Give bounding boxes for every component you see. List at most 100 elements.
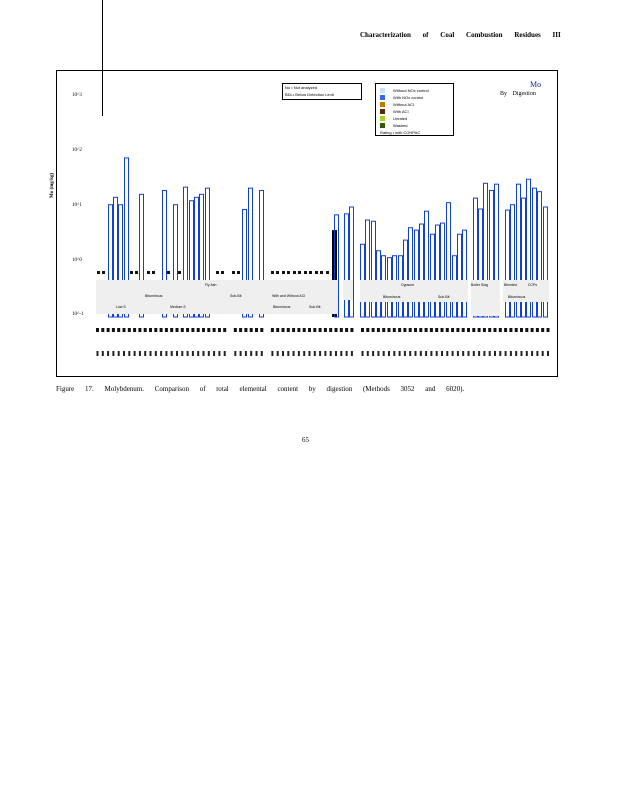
sample-label-mark [218, 351, 221, 356]
sample-label-mark [461, 328, 465, 332]
legend-item: With NOx control [380, 94, 453, 101]
sample-label-mark [350, 351, 353, 356]
sample-label-mark [488, 328, 492, 332]
sample-label-mark [440, 328, 444, 332]
non-detect-marker [97, 271, 100, 274]
bar [489, 189, 494, 318]
sample-label-mark [175, 328, 179, 332]
sample-label-mark [388, 351, 390, 356]
legend-label: Rating • with COHPAC [380, 130, 421, 135]
sample-label-mark [176, 351, 178, 356]
sample-label-mark [541, 328, 545, 332]
sample-label-mark [520, 328, 523, 332]
sample-label-mark [446, 351, 449, 356]
sample-label-mark [212, 328, 216, 332]
legend-label: Without ACI [393, 102, 415, 107]
sample-label-mark [308, 328, 311, 332]
sample-label-mark [445, 328, 449, 332]
sample-label-mark [547, 351, 549, 356]
non-detect-marker [304, 271, 307, 274]
sample-label-mark [207, 328, 211, 332]
sample-label-mark [435, 351, 438, 356]
legend: Without NOx control With NOx control Witho… [375, 83, 454, 136]
sample-label-mark [276, 328, 280, 332]
sample-label-mark [525, 328, 529, 332]
sample-label-mark [377, 351, 380, 356]
sample-label-mark [371, 328, 375, 332]
sample-label-mark [392, 328, 396, 332]
sample-label-mark [244, 351, 247, 356]
bar [403, 239, 408, 318]
running-header: Characterization of Coal Combustion Resi… [360, 31, 561, 39]
non-detect-marker [287, 271, 290, 274]
non-detect-marker [293, 271, 296, 274]
sample-label-mark [249, 328, 253, 332]
sample-label-mark [107, 351, 110, 356]
sample-label-mark [361, 328, 364, 332]
sample-label-mark [160, 351, 163, 356]
non-detect-marker [320, 271, 323, 274]
bar [483, 182, 488, 318]
sample-label-mark [286, 328, 290, 332]
sample-label-mark [117, 328, 121, 332]
sample-label-mark [159, 328, 163, 332]
y-axis-label: Mo (mg/kg) [50, 172, 55, 198]
sample-label-mark [308, 351, 311, 356]
sample-label-mark [297, 328, 301, 332]
bar [424, 210, 429, 318]
sample-label-mark [271, 351, 274, 356]
legend-notes: No • Not analyzed BDL• Below Detection L… [282, 83, 362, 100]
sample-label-mark [509, 328, 513, 332]
bar [532, 187, 537, 318]
non-detect-marker [326, 271, 329, 274]
sample-label-mark [96, 351, 99, 356]
sample-label-mark [514, 328, 518, 332]
sample-label-mark [191, 351, 194, 356]
non-detect-marker [276, 271, 279, 274]
sample-label-mark [313, 328, 317, 332]
non-detect-marker [271, 271, 274, 274]
sample-label-mark [477, 328, 481, 332]
bar [365, 219, 370, 318]
group-label: Gypsum [401, 283, 415, 287]
sample-label-mark [164, 328, 168, 332]
legend-item: With ACI [380, 108, 453, 115]
non-detect-marker [152, 271, 155, 274]
legend-item: Rating • with COHPAC [380, 129, 453, 136]
sample-label-mark [234, 351, 237, 356]
bar [189, 200, 194, 318]
sample-label-mark [239, 328, 243, 332]
group-label: Low S [116, 305, 126, 309]
group-label: Bituminous [508, 295, 526, 299]
group-label: Boiler Slag [471, 283, 488, 287]
legend-item: Unrated [380, 115, 453, 122]
non-detect-marker [221, 271, 224, 274]
sample-label-mark [393, 351, 396, 356]
y-tick-label: 10^1 [72, 203, 82, 208]
sample-label-mark [319, 351, 322, 356]
sample-label-mark [509, 351, 512, 356]
sample-label-mark [345, 351, 348, 356]
sample-label-mark [117, 351, 120, 356]
sample-label-mark [498, 328, 502, 332]
group-label: Sub-Bit [438, 295, 450, 299]
group-label: Blended CCPs [504, 283, 537, 287]
sample-label-mark [372, 351, 375, 356]
sample-label-mark [239, 351, 242, 356]
sample-label-mark [123, 351, 125, 356]
legend-item: Without NOx control [380, 87, 453, 94]
bar [183, 186, 188, 318]
sample-label-mark [292, 328, 296, 332]
sample-label-mark [143, 328, 147, 332]
group-label: With and Without ACI [272, 294, 306, 298]
sample-label-mark [324, 351, 327, 356]
sample-label-mark [451, 351, 454, 356]
legend-swatch [380, 88, 385, 93]
sample-label-mark [144, 351, 147, 356]
non-detect-marker [167, 271, 170, 274]
chart-frame [56, 70, 558, 377]
sample-label-mark [499, 351, 502, 356]
page-number: 65 [302, 436, 309, 444]
sample-label-mark [520, 351, 523, 356]
sample-label-mark [180, 328, 184, 332]
